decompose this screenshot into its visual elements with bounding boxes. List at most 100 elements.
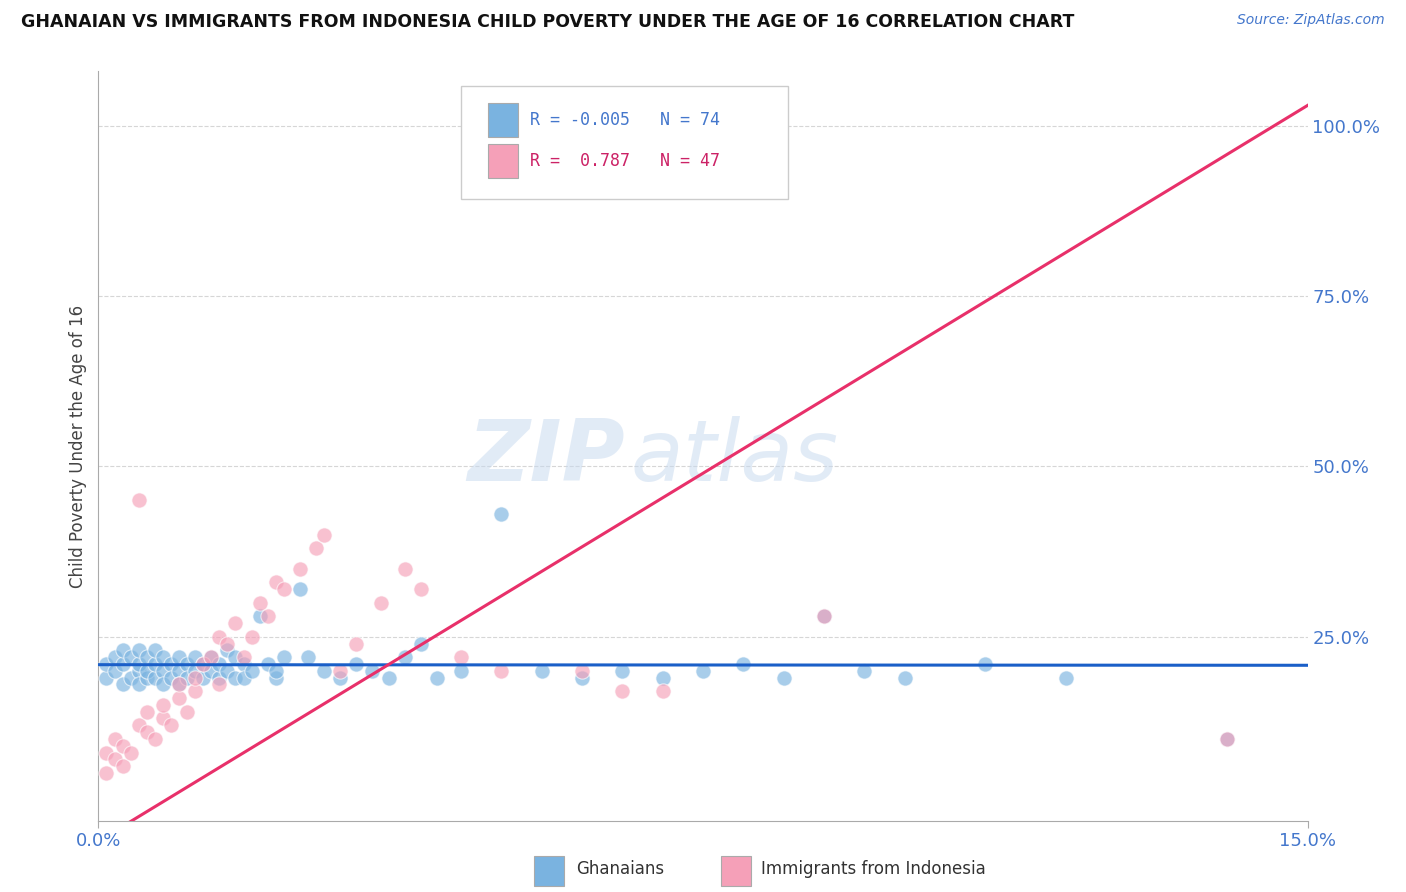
Point [344, 657, 367, 671]
Point [120, 671, 142, 685]
Point [217, 636, 239, 650]
Point [288, 561, 311, 575]
Point [184, 671, 207, 685]
Point [184, 664, 207, 678]
Point [143, 657, 166, 671]
Point [692, 664, 714, 678]
Point [288, 582, 311, 596]
Point [193, 657, 215, 671]
Point [329, 671, 352, 685]
Point [103, 752, 125, 766]
Point [152, 650, 174, 665]
Point [208, 671, 231, 685]
Point [135, 705, 157, 719]
Bar [488, 145, 517, 178]
Point [370, 596, 392, 610]
Point [200, 650, 222, 665]
Point [1054, 671, 1077, 685]
Point [297, 650, 319, 665]
Point [111, 759, 134, 773]
Point [208, 657, 231, 671]
Point [853, 664, 876, 678]
Point [152, 677, 174, 691]
Point [733, 657, 755, 671]
Text: ZIP: ZIP [467, 416, 624, 499]
Point [256, 657, 278, 671]
Point [491, 664, 513, 678]
Point [491, 507, 513, 521]
Point [143, 643, 166, 657]
Point [143, 731, 166, 746]
Point [176, 657, 198, 671]
Point [167, 677, 190, 691]
Point [571, 671, 593, 685]
Bar [721, 855, 751, 886]
Point [314, 527, 336, 541]
Point [409, 636, 432, 650]
Point [651, 684, 673, 698]
Point [377, 671, 399, 685]
Point [249, 596, 271, 610]
Point [240, 664, 263, 678]
Point [974, 657, 997, 671]
Point [273, 582, 295, 596]
Point [450, 650, 472, 665]
Point [314, 664, 336, 678]
Text: atlas: atlas [630, 416, 838, 499]
Point [111, 657, 134, 671]
Text: R = -0.005   N = 74: R = -0.005 N = 74 [530, 112, 720, 129]
Point [160, 718, 183, 732]
Point [167, 677, 190, 691]
Point [224, 616, 246, 631]
Point [135, 725, 157, 739]
Point [167, 650, 190, 665]
Point [394, 561, 416, 575]
Point [530, 664, 553, 678]
Point [273, 650, 295, 665]
Point [111, 643, 134, 657]
Point [651, 671, 673, 685]
Point [135, 650, 157, 665]
Point [200, 650, 222, 665]
Point [409, 582, 432, 596]
Point [344, 636, 367, 650]
Point [200, 664, 222, 678]
Point [232, 650, 254, 665]
Point [240, 630, 263, 644]
Bar [488, 103, 517, 137]
Point [167, 664, 190, 678]
Point [232, 671, 254, 685]
Point [176, 671, 198, 685]
Text: Immigrants from Indonesia: Immigrants from Indonesia [761, 861, 986, 879]
Point [264, 664, 287, 678]
Point [167, 691, 190, 706]
Point [184, 650, 207, 665]
Point [217, 643, 239, 657]
Point [612, 684, 634, 698]
Point [128, 677, 150, 691]
Point [96, 671, 118, 685]
Text: Ghanaians: Ghanaians [576, 861, 664, 879]
Point [1216, 731, 1239, 746]
Y-axis label: Child Poverty Under the Age of 16: Child Poverty Under the Age of 16 [69, 304, 87, 588]
Point [111, 739, 134, 753]
Point [135, 671, 157, 685]
Point [128, 664, 150, 678]
Point [152, 711, 174, 725]
FancyBboxPatch shape [461, 87, 787, 199]
Point [96, 657, 118, 671]
Point [571, 664, 593, 678]
Point [128, 643, 150, 657]
Point [103, 731, 125, 746]
Point [193, 671, 215, 685]
Point [120, 650, 142, 665]
Text: Source: ZipAtlas.com: Source: ZipAtlas.com [1237, 13, 1385, 28]
Point [96, 766, 118, 780]
Point [813, 609, 835, 624]
Point [103, 650, 125, 665]
Point [224, 671, 246, 685]
Point [128, 718, 150, 732]
Point [305, 541, 328, 556]
Point [612, 664, 634, 678]
Point [103, 664, 125, 678]
